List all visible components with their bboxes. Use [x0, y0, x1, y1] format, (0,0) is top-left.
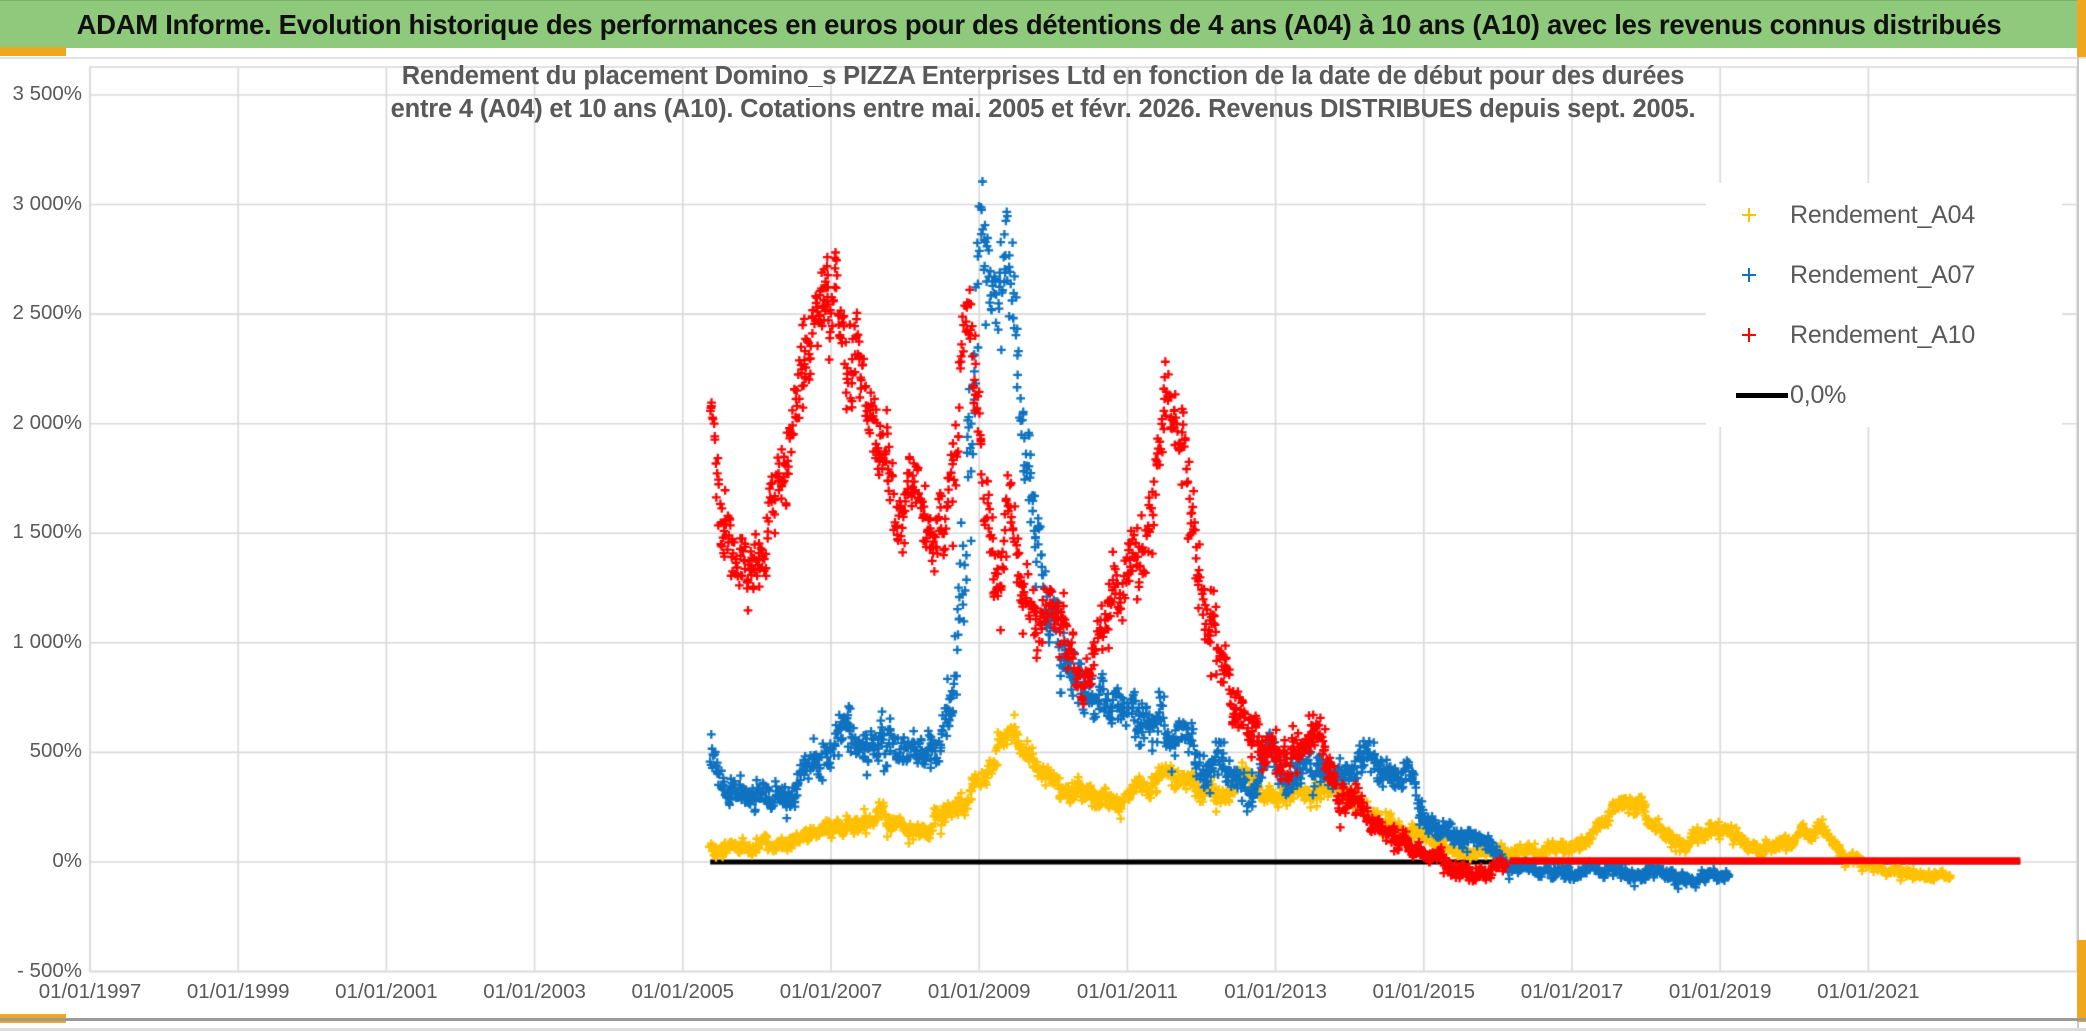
legend-item-rendement-a04: Rendement_A04 [1706, 185, 2062, 245]
x-axis-tick-label: 01/01/1997 [38, 980, 142, 1003]
y-axis-tick-label: 500% [29, 739, 82, 763]
x-axis-tick-label: 01/01/2013 [1224, 980, 1327, 1003]
header-banner: ADAM Informe. Evolution historique des p… [0, 0, 2078, 48]
y-axis-tick-label: 1 500% [12, 520, 82, 544]
legend-line-swatch [1706, 385, 1790, 405]
bottom-edge [0, 1028, 2086, 1031]
x-axis-tick-label: 01/01/2001 [335, 980, 438, 1003]
y-axis-tick-label: 1 000% [12, 629, 82, 653]
y-axis-tick-label: 2 500% [12, 301, 82, 325]
legend-item-rendement-a10: Rendement_A10 [1706, 305, 2062, 365]
legend-plus-marker-icon [1706, 205, 1790, 225]
legend: Rendement_A04 Rendement_A07 Rendement_A10 0… [1706, 183, 2062, 427]
header-divider [0, 57, 2086, 59]
legend-plus-marker-icon [1706, 265, 1790, 285]
accent-strip-top-right [2077, 0, 2086, 57]
x-axis-tick-label: 01/01/2009 [927, 980, 1031, 1003]
x-axis-tick-label: 01/01/2005 [631, 980, 735, 1003]
x-axis-tick-label: 01/01/2007 [779, 980, 883, 1003]
y-axis-tick-label: 3 500% [12, 82, 82, 105]
x-axis-tick-label: 01/01/2017 [1520, 980, 1624, 1003]
x-axis-tick-label: 01/01/2021 [1817, 980, 1920, 1003]
header-title: ADAM Informe. Evolution historique des p… [76, 8, 2002, 40]
legend-label: Rendement_A07 [1790, 260, 1976, 289]
y-axis-tick-label: 3 000% [12, 191, 82, 215]
y-axis-tick-label: - 500% [17, 958, 82, 982]
x-axis-tick-label: 01/01/2019 [1668, 980, 1772, 1003]
x-axis-tick-label: 01/01/2003 [483, 980, 586, 1003]
accent-strip-bottom-right [2077, 940, 2086, 1022]
legend-label: Rendement_A04 [1790, 200, 1976, 229]
chart-title-line1: Rendement du placement Domino_s PIZZA En… [401, 62, 1685, 90]
legend-item-0-0-: 0,0% [1706, 365, 2062, 425]
y-axis-tick-label: 2 000% [12, 410, 82, 434]
chart-title-line2: entre 4 (A04) et 10 ans (A10). Cotations… [390, 95, 1696, 123]
accent-strip-header-left [0, 47, 66, 56]
x-axis-tick-label: 01/01/2015 [1372, 980, 1476, 1003]
legend-label: 0,0% [1790, 380, 1847, 409]
bottom-border [0, 1018, 2086, 1021]
x-axis-tick-label: 01/01/2011 [1076, 980, 1178, 1003]
y-axis-tick-label: 0% [52, 848, 82, 872]
legend-label: Rendement_A10 [1790, 320, 1976, 349]
right-border [2077, 0, 2079, 1031]
x-axis-tick-label: 01/01/1999 [186, 980, 290, 1003]
legend-item-rendement-a07: Rendement_A07 [1706, 245, 2062, 305]
legend-plus-marker-icon [1706, 325, 1790, 345]
